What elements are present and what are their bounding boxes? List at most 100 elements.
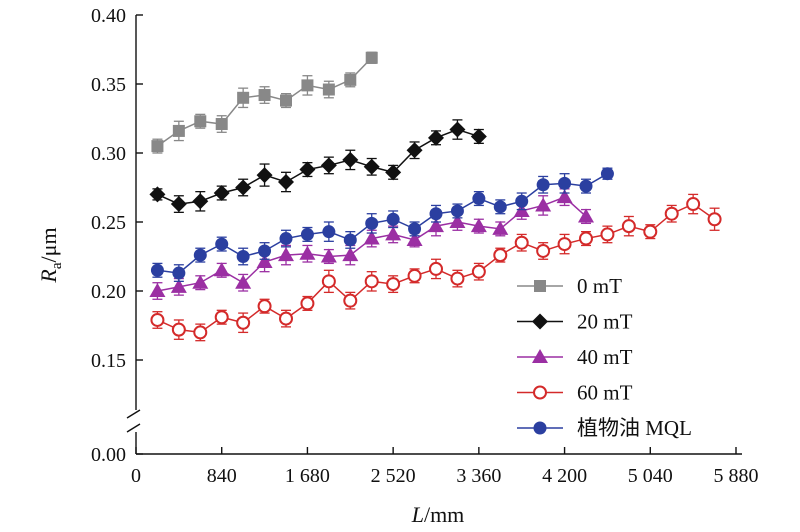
- data-point: [236, 315, 251, 330]
- legend-label: 20 mT: [577, 310, 633, 334]
- data-point: [449, 121, 466, 138]
- data-point: [471, 264, 486, 279]
- data-point: [213, 185, 230, 202]
- data-point: [213, 262, 230, 277]
- series-line: [157, 128, 480, 205]
- data-point: [364, 274, 379, 289]
- data-point: [342, 151, 359, 168]
- data-point: [321, 274, 336, 289]
- data-point: [300, 227, 314, 241]
- data-point: [365, 51, 378, 64]
- y-tick-label: 0.00: [91, 444, 126, 466]
- data-point: [385, 164, 402, 181]
- legend-marker: [532, 349, 548, 363]
- data-point: [470, 128, 487, 145]
- series-4: [150, 167, 614, 282]
- data-point: [406, 142, 423, 159]
- plot-area: 0.00 0.15 0.20 0.25 0.30 0.35 0.40 0 840 1 680 2 5…: [91, 5, 759, 487]
- legend-marker: [532, 313, 548, 330]
- series-3: [150, 193, 722, 342]
- data-point: [279, 232, 293, 246]
- data-point: [320, 248, 337, 263]
- x-tick-label: 3 360: [456, 465, 501, 487]
- data-point: [386, 277, 401, 292]
- data-point: [449, 214, 466, 228]
- data-point: [172, 266, 186, 280]
- data-point: [429, 207, 443, 221]
- data-point: [322, 225, 336, 239]
- data-point: [385, 226, 402, 241]
- data-point: [278, 173, 294, 190]
- data-point: [621, 219, 636, 234]
- series-2: [149, 188, 594, 300]
- legend-label: 60 mT: [577, 381, 633, 405]
- data-point: [407, 268, 422, 283]
- data-point: [280, 94, 292, 107]
- data-point: [299, 245, 316, 260]
- data-point: [707, 212, 722, 227]
- data-point: [428, 129, 444, 146]
- data-point: [193, 325, 208, 340]
- data-point: [363, 158, 380, 175]
- x-tick-label: 5 040: [628, 465, 673, 487]
- data-point: [342, 247, 359, 262]
- y-axis-title: Ra/μm: [36, 227, 65, 283]
- data-point: [237, 91, 250, 104]
- data-point: [300, 296, 315, 311]
- data-point: [535, 197, 552, 212]
- data-point: [600, 227, 615, 242]
- data-point: [643, 224, 658, 239]
- y-tick-label: 0.40: [91, 5, 126, 27]
- legend-marker: [533, 385, 547, 400]
- data-point: [343, 233, 357, 247]
- data-point: [215, 118, 228, 131]
- data-point: [215, 237, 229, 251]
- data-point: [192, 193, 209, 210]
- data-point: [579, 231, 593, 246]
- data-point: [493, 200, 507, 214]
- data-point: [258, 89, 271, 102]
- data-point: [193, 248, 207, 262]
- data-point: [406, 231, 423, 246]
- data-point: [343, 293, 358, 308]
- data-point: [235, 274, 252, 289]
- data-point: [470, 218, 487, 233]
- data-point: [172, 124, 185, 137]
- x-tick-label: 4 200: [542, 465, 587, 487]
- series-line: [157, 173, 608, 274]
- data-point: [515, 194, 529, 208]
- data-point: [299, 161, 316, 178]
- data-point: [194, 115, 207, 128]
- data-point: [322, 83, 335, 96]
- data-point: [386, 212, 400, 226]
- data-point: [257, 299, 272, 314]
- data-point: [578, 208, 594, 223]
- data-point: [536, 243, 551, 258]
- y-tick-label: 0.15: [91, 350, 126, 372]
- data-point: [279, 311, 293, 326]
- data-point: [365, 216, 379, 230]
- data-point: [171, 322, 186, 337]
- data-point: [556, 189, 573, 204]
- data-point: [686, 197, 701, 212]
- data-point: [151, 140, 164, 153]
- data-point: [256, 167, 273, 184]
- data-point: [579, 179, 593, 193]
- series-0: [151, 51, 378, 154]
- y-tick-label: 0.25: [91, 212, 126, 234]
- data-point: [258, 244, 272, 258]
- legend-marker: [533, 421, 547, 435]
- data-point: [150, 263, 164, 277]
- legend-marker: [534, 280, 546, 292]
- data-point: [149, 283, 166, 297]
- y-tick-label: 0.20: [91, 281, 126, 303]
- data-point: [472, 192, 486, 206]
- data-point: [493, 248, 508, 263]
- x-tick-label: 1 680: [285, 465, 330, 487]
- data-point: [235, 179, 252, 196]
- data-point: [256, 254, 273, 269]
- x-tick-label: 5 880: [714, 465, 759, 487]
- data-point: [320, 157, 337, 174]
- data-point: [557, 237, 572, 252]
- x-tick-label: 840: [207, 465, 237, 487]
